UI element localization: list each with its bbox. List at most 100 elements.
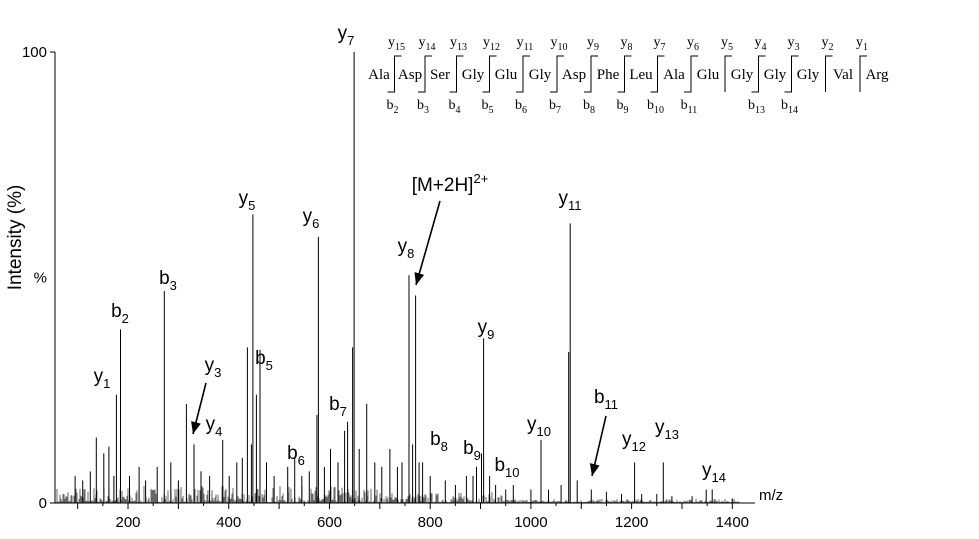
peak-label: y13 (655, 417, 679, 442)
cleavage-bracket (784, 55, 799, 93)
sequence-residue: Gly (462, 67, 485, 83)
peak-label: b5 (255, 348, 273, 373)
cleavage-bracket (482, 55, 497, 93)
b-ion-label: b2 (387, 98, 399, 116)
y-ion-label: y4 (755, 35, 767, 53)
arrow-head (414, 272, 425, 285)
y-ion-label: y9 (587, 35, 599, 53)
y-ion-label: y10 (551, 35, 568, 53)
y-ion-label: y1 (856, 35, 868, 53)
peak-label: y4 (206, 414, 223, 439)
peaks-layer (55, 52, 740, 503)
y-ion-label: y3 (788, 35, 800, 53)
sequence-residue: Gly (764, 67, 787, 83)
peak-label: b2 (111, 301, 129, 326)
sequence-residue: Ser (430, 67, 450, 83)
peak-label: y14 (702, 460, 726, 485)
x-tick-label: 1000 (514, 514, 547, 531)
sequence-residue: Glu (697, 67, 720, 83)
y-ion-label: y11 (517, 35, 534, 53)
y-ion-label: y15 (388, 35, 405, 53)
x-tick-label: 800 (418, 514, 443, 531)
y-axis-label: Intensity (%) (5, 185, 26, 291)
b-ion-label: b7 (549, 98, 561, 116)
sequence-residue: Gly (731, 67, 754, 83)
x-tick-label: 600 (317, 514, 342, 531)
cleavage-bracket (449, 55, 464, 93)
cleavage-bracket (724, 55, 732, 92)
annotation-arrow (415, 200, 441, 286)
peak-label: y11 (559, 188, 582, 213)
cleavage-bracket (650, 55, 665, 93)
sequence-residue: Arg (865, 67, 889, 83)
peak-label: b10 (494, 455, 519, 480)
y-ion-label: y7 (654, 35, 666, 53)
y-tick-label: 100 (22, 44, 47, 61)
peak-label: b11 (594, 387, 618, 412)
peak-label: y9 (478, 317, 495, 342)
sequence-residue: Gly (797, 67, 820, 83)
b-ion-label: b8 (583, 98, 595, 116)
sequence-residue: Phe (597, 67, 620, 83)
peak-label: b6 (287, 443, 305, 468)
arrow-head (589, 463, 600, 476)
peak-label: b9 (463, 438, 481, 463)
cleavage-bracket (516, 55, 530, 93)
x-tick-label: 200 (116, 514, 141, 531)
sequence-residue: Leu (629, 67, 653, 83)
peak-label: y3 (205, 355, 222, 380)
y-ion-label: y2 (822, 35, 834, 53)
y-tick-label: 0 (39, 495, 47, 512)
b-ion-label: b5 (482, 98, 494, 116)
peak-label: y12 (622, 429, 646, 454)
x-tick-label: 1400 (716, 514, 749, 531)
b-ion-label: b3 (417, 98, 429, 116)
peak-label: y1 (94, 366, 111, 391)
y-ion-label: y5 (721, 35, 733, 53)
cleavage-bracket (584, 55, 598, 93)
cleavage-bracket (418, 55, 432, 93)
y-ion-label: y12 (483, 35, 500, 53)
annotations-layer: y1 b2 b3 y3 y4 y5 b5 b6 y6 b7 y7 y8 [M+2H]2+ b8 b9 y9 b1… (94, 23, 726, 485)
b-ion-label: b14 (781, 98, 798, 116)
y-ion-label: y14 (419, 35, 436, 53)
sequence-residue: Glu (495, 67, 518, 83)
peak-label: y8 (398, 236, 415, 261)
b-ion-label: b13 (748, 98, 765, 116)
arrow-head (191, 421, 201, 434)
x-tick-label: 1200 (615, 514, 648, 531)
cleavage-bracket (859, 55, 867, 92)
cleavage-bracket (617, 55, 632, 93)
peak-label: [M+2H]2+ (412, 171, 489, 196)
b-ion-label: b11 (681, 98, 698, 116)
y-ion-label: y8 (621, 35, 633, 53)
cleavage-bracket (751, 55, 766, 93)
b-ion-label: b9 (617, 98, 629, 116)
axes-layer: 0 100% 200 400 600 800 1000 1200 1400 m/z Intensit… (5, 44, 783, 531)
cleavage-bracket (825, 55, 833, 92)
y-mid-label: % (34, 270, 47, 287)
b-ion-label: b10 (647, 98, 664, 116)
cleavage-bracket (387, 55, 402, 93)
peak-label: b8 (430, 429, 448, 454)
y-ion-label: y13 (450, 35, 467, 53)
peak-label: y6 (303, 206, 320, 231)
peak-label: y7 (338, 23, 355, 48)
peak-label: y10 (527, 414, 551, 439)
x-tick-label: 400 (216, 514, 241, 531)
cleavage-bracket (550, 55, 564, 93)
peak-label: y5 (239, 188, 256, 213)
x-axis-label: m/z (759, 487, 783, 504)
sequence-residue: Gly (529, 67, 552, 83)
b-ion-label: b4 (449, 98, 461, 116)
peak-label: b7 (329, 394, 347, 419)
peak-label: b3 (159, 268, 177, 293)
sequence-residue: Asp (562, 67, 586, 83)
sequence-diagram: Ala Asp Ser Gly Glu Gly Asp Phe Leu Ala Glu Gly Gly G… (368, 35, 889, 116)
y-ion-label: y6 (687, 35, 699, 53)
cleavage-bracket (684, 55, 698, 93)
sequence-residue: Ala (368, 67, 390, 83)
sequence-residue: Ala (663, 67, 685, 83)
b-ion-label: b6 (515, 98, 527, 116)
